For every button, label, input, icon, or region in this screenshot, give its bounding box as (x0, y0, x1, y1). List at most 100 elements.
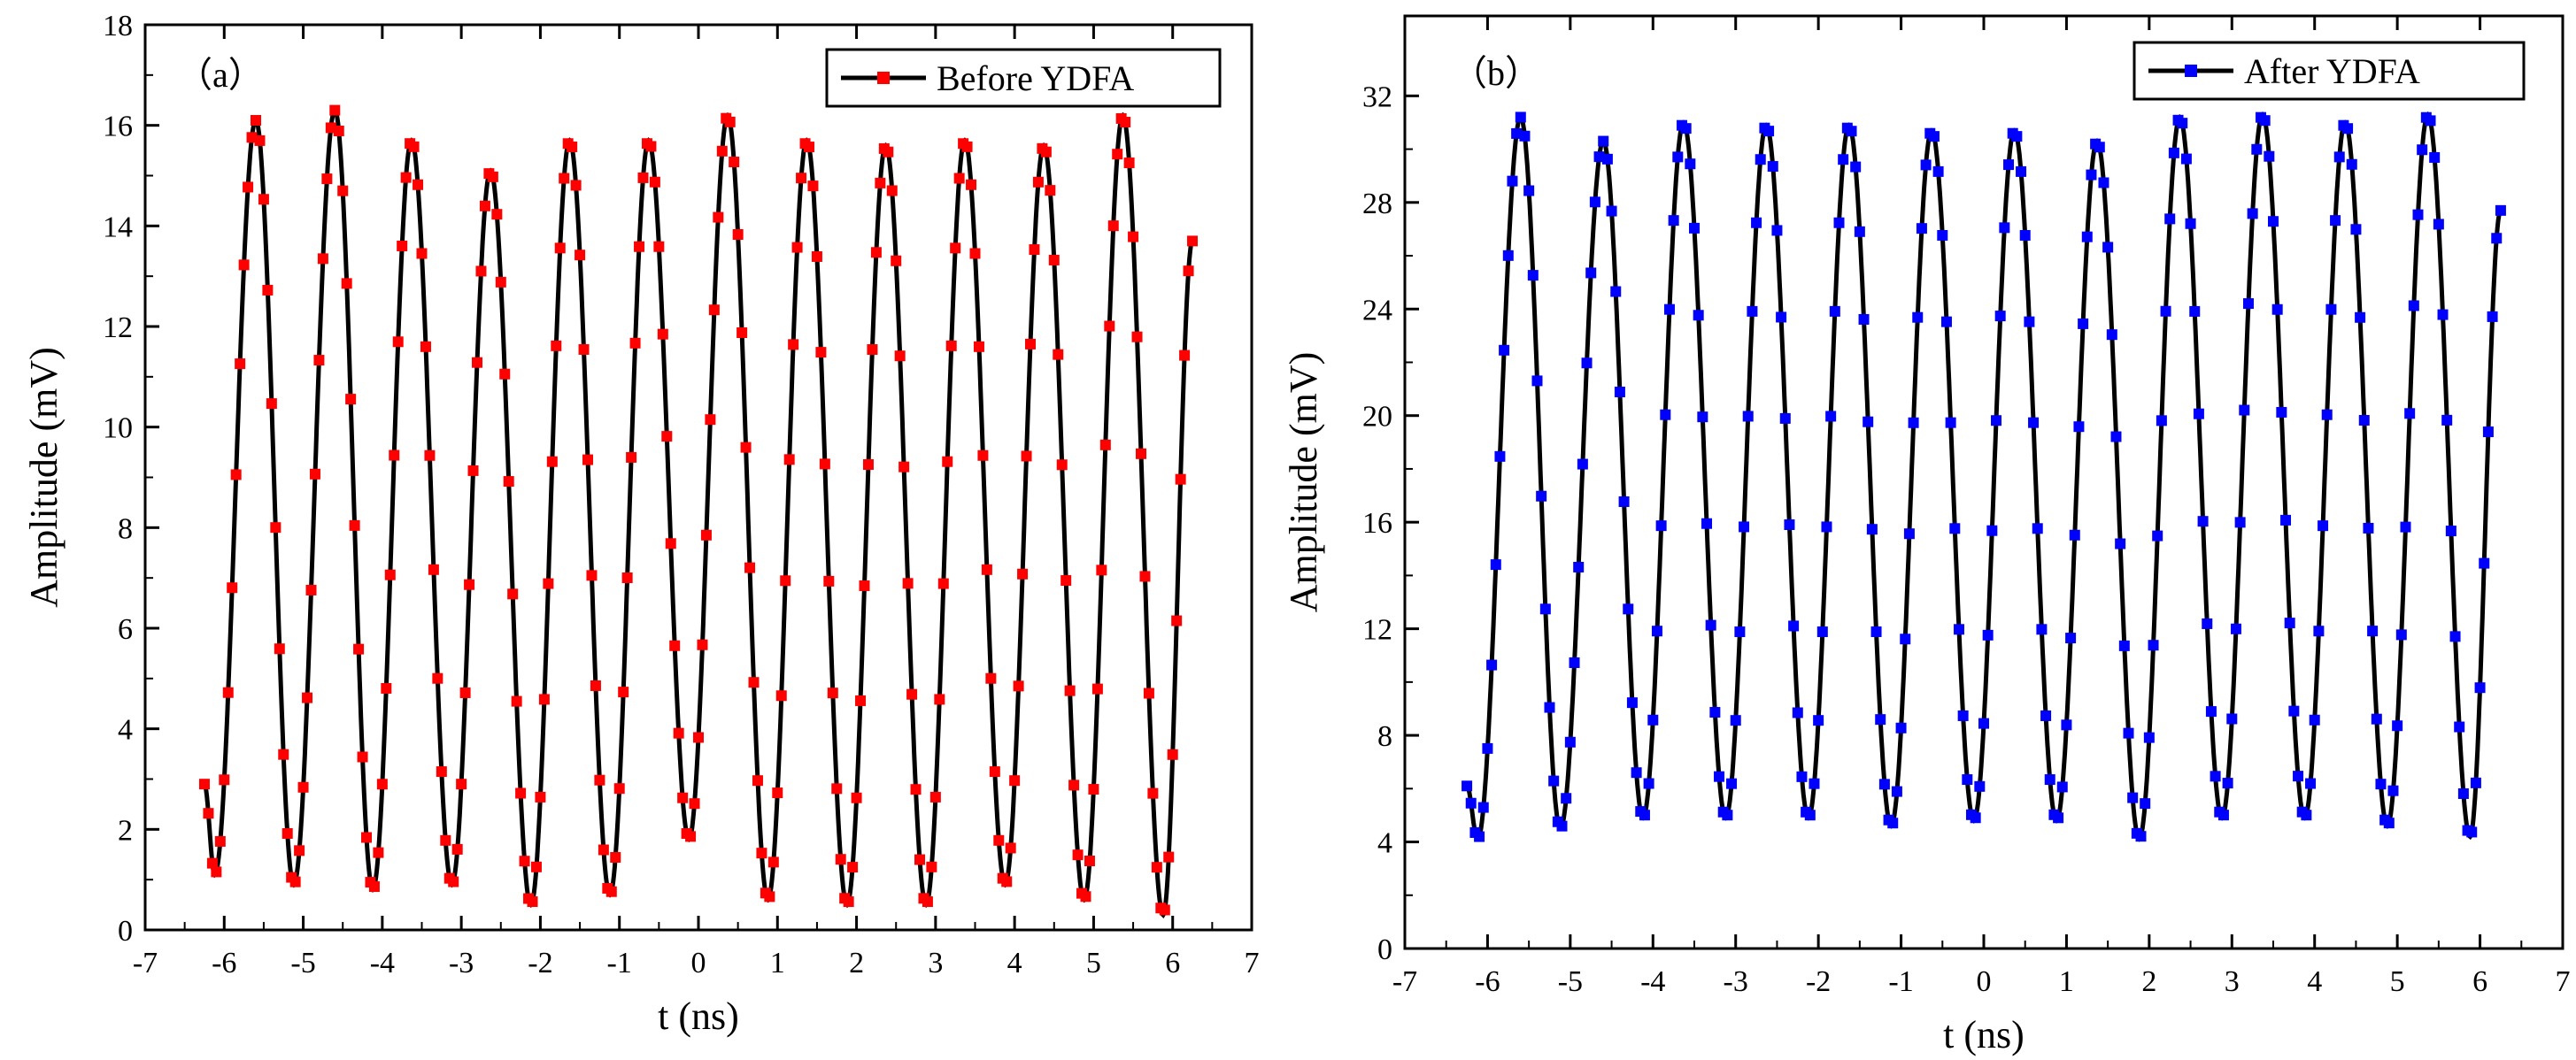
data-point-marker (479, 200, 490, 211)
data-point-marker (353, 643, 365, 655)
data-point-marker (2404, 408, 2416, 419)
data-point-marker (1982, 629, 1994, 641)
data-point-marker (1726, 778, 1738, 789)
legend-marker-sample (877, 72, 890, 84)
data-point-marker (2098, 177, 2109, 188)
x-tick-label: 2 (2141, 965, 2156, 998)
data-point-marker (937, 578, 949, 589)
data-point-marker (1767, 161, 1778, 173)
data-point-marker (910, 784, 922, 795)
data-point-marker (1949, 523, 1961, 534)
data-point-marker (337, 185, 349, 196)
data-point-marker (2081, 231, 2093, 242)
data-point-marker (2118, 640, 2130, 651)
data-point-marker (1962, 774, 1973, 786)
series-line (1465, 111, 2503, 842)
data-point-marker (266, 398, 277, 410)
data-point-marker (2019, 229, 2031, 241)
data-point-marker (321, 173, 333, 185)
data-point-marker (538, 694, 550, 705)
data-point-marker (1519, 130, 1531, 142)
x-tick-label: 7 (2556, 965, 2571, 998)
data-point-marker (2056, 781, 2068, 793)
data-point-marker (1561, 793, 1572, 804)
data-point-marker (737, 327, 748, 339)
data-point-marker (282, 827, 293, 839)
data-point-marker (618, 687, 629, 698)
data-point-marker (214, 835, 226, 847)
data-point-marker (1932, 165, 1944, 177)
data-point-marker (464, 579, 475, 590)
data-point-marker (1838, 154, 1849, 165)
data-point-marker (1970, 812, 1981, 824)
data-point-marker (843, 896, 854, 908)
data-point-marker (831, 783, 843, 795)
data-point-marker (1816, 626, 1828, 638)
data-point-marker (902, 578, 914, 589)
data-point-marker (198, 779, 210, 790)
data-point-marker (780, 575, 791, 587)
data-point-marker (748, 677, 760, 688)
x-tick-label: -7 (133, 947, 158, 979)
data-point-marker (1920, 159, 1932, 171)
data-point-marker (2078, 318, 2089, 329)
data-point-marker (791, 242, 803, 253)
data-point-marker (2482, 426, 2494, 438)
data-point-marker (420, 341, 431, 352)
data-point-marker (389, 449, 400, 461)
data-point-marker (203, 808, 214, 819)
legend-box (825, 48, 1222, 108)
data-point-marker (1796, 771, 1808, 782)
data-point-marker (1928, 131, 1940, 142)
y-tick-label: 8 (118, 512, 133, 545)
data-point-marker (922, 896, 933, 908)
data-point-marker (329, 104, 341, 116)
data-point-marker (1167, 749, 1178, 760)
data-point-marker (392, 336, 404, 348)
data-point-marker (2044, 774, 2055, 786)
data-point-marker (2392, 720, 2403, 732)
data-point-marker (397, 240, 408, 251)
data-point-marker (807, 181, 819, 192)
data-point-marker (851, 792, 862, 803)
y-tick-label: 8 (1377, 720, 1392, 753)
data-point-marker (899, 461, 910, 472)
data-point-marker (1511, 127, 1523, 139)
data-point-marker (2449, 631, 2461, 642)
data-point-marker (376, 779, 388, 790)
data-point-marker (629, 337, 641, 349)
y-tick-label: 12 (1362, 614, 1392, 647)
x-tick-label: -5 (1558, 965, 1583, 998)
data-point-marker (2251, 143, 2263, 155)
legend-label: After YDFA (2244, 51, 2420, 91)
data-point-marker (586, 570, 598, 581)
data-point-marker (847, 862, 859, 873)
data-point-marker (1804, 810, 1816, 821)
data-point-marker (1128, 231, 1139, 242)
x-tick-label: -2 (528, 947, 552, 979)
data-point-marker (977, 449, 989, 461)
data-point-marker (2441, 414, 2453, 426)
data-point-marker (368, 881, 380, 893)
data-point-marker (1544, 702, 1555, 713)
x-tick-label: 4 (1007, 947, 1022, 979)
data-point-marker (543, 578, 554, 589)
data-point-marker (1474, 831, 1485, 842)
legend-marker-sample (2185, 65, 2197, 77)
data-point-marker (929, 791, 941, 803)
x-axis-title: t (ns) (658, 995, 739, 1038)
data-point-marker (1978, 718, 1989, 729)
data-point-marker (1626, 697, 1638, 709)
data-point-marker (2433, 219, 2444, 230)
y-tick-label: 20 (1362, 401, 1392, 434)
data-point-marker (1776, 311, 1787, 323)
data-point-marker (1009, 775, 1021, 787)
data-point-marker (2164, 213, 2176, 225)
data-point-marker (219, 774, 230, 786)
data-point-marker (2412, 209, 2424, 220)
data-point-marker (870, 247, 882, 258)
data-point-marker (610, 852, 621, 864)
data-point-marker (1858, 313, 1870, 325)
data-point-marker (1953, 624, 1964, 635)
data-point-marker (2495, 204, 2506, 216)
